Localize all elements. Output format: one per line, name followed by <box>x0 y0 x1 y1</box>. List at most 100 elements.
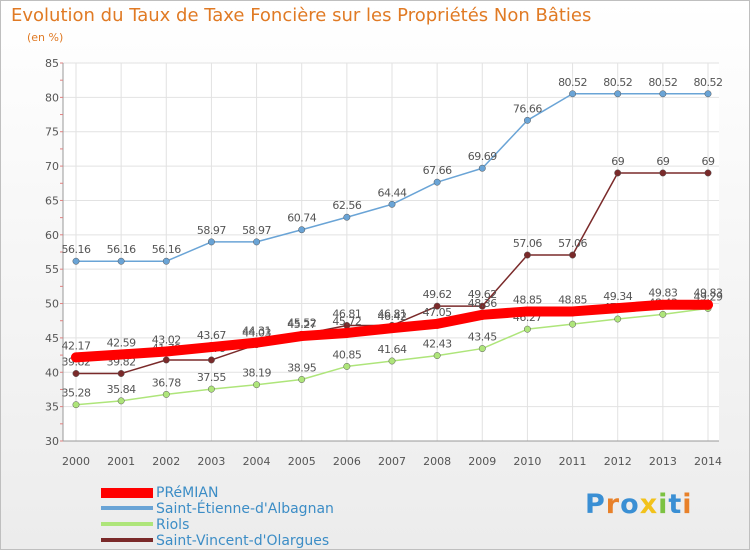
data-point-pr-mian <box>522 306 533 317</box>
data-point-saint-tienne-d-albagnan <box>478 164 486 172</box>
logo-letter: P <box>585 489 606 520</box>
data-point-pr-mian <box>657 299 668 310</box>
chart-title: Evolution du Taux de Taxe Foncière sur l… <box>11 5 592 26</box>
legend-swatch <box>101 522 153 526</box>
data-label-saint-vincent-d-olargues: 49.62 <box>468 288 497 301</box>
x-tick-label: 2014 <box>694 455 722 468</box>
logo-letter: i <box>658 489 669 520</box>
data-point-saint-vincent-d-olargues <box>72 370 80 377</box>
x-tick-label: 2000 <box>62 455 90 468</box>
data-label-saint-tienne-d-albagnan: 62.56 <box>332 199 361 212</box>
y-tick-label: 55 <box>45 263 59 276</box>
legend-swatch <box>101 538 153 542</box>
legend-label: PRéMIAN <box>156 485 219 501</box>
data-label-riols: 38.19 <box>242 367 271 380</box>
data-point-saint-tienne-d-albagnan <box>72 257 80 265</box>
data-point-pr-mian <box>432 318 443 329</box>
data-point-saint-tienne-d-albagnan <box>388 200 396 208</box>
x-tick-label: 2009 <box>468 455 496 468</box>
data-point-saint-tienne-d-albagnan <box>659 90 667 98</box>
data-label-saint-vincent-d-olargues: 69 <box>702 155 715 168</box>
data-label-saint-vincent-d-olargues: 46.81 <box>332 307 361 320</box>
data-label-riols: 35.28 <box>62 387 91 400</box>
data-label-saint-vincent-d-olargues: 57.06 <box>513 237 542 250</box>
data-point-pr-mian <box>161 346 172 357</box>
data-label-saint-tienne-d-albagnan: 56.16 <box>107 243 136 256</box>
y-tick-label: 50 <box>45 298 59 311</box>
data-point-saint-tienne-d-albagnan <box>523 116 531 124</box>
data-point-riols <box>433 352 441 360</box>
data-point-riols <box>207 385 215 393</box>
data-point-pr-mian <box>251 337 262 348</box>
data-label-saint-tienne-d-albagnan: 69.69 <box>468 150 497 163</box>
logo-letter: r <box>605 489 621 520</box>
data-point-riols <box>614 315 622 323</box>
data-label-riols: 43.45 <box>468 331 497 344</box>
y-tick-label: 35 <box>45 401 59 414</box>
data-point-saint-vincent-d-olargues <box>704 169 712 177</box>
data-point-saint-vincent-d-olargues <box>207 356 215 364</box>
y-tick-label: 60 <box>45 229 59 242</box>
x-tick-label: 2011 <box>559 455 587 468</box>
data-label-saint-tienne-d-albagnan: 64.44 <box>378 186 407 199</box>
data-point-riols <box>253 381 261 389</box>
data-point-riols <box>343 362 351 370</box>
logo-letter: i <box>682 489 693 520</box>
data-point-saint-vincent-d-olargues <box>659 169 667 177</box>
data-label-saint-tienne-d-albagnan: 80.52 <box>558 76 587 89</box>
data-point-saint-tienne-d-albagnan <box>569 90 577 98</box>
logo-letter: o <box>620 489 640 520</box>
data-point-saint-tienne-d-albagnan <box>298 226 306 234</box>
y-tick-label: 45 <box>45 332 59 345</box>
data-label-saint-tienne-d-albagnan: 80.52 <box>648 76 677 89</box>
legend-swatch <box>101 488 153 498</box>
data-point-saint-vincent-d-olargues <box>569 251 577 259</box>
data-label-pr-mian: 43.67 <box>197 329 226 342</box>
logo-letter: x <box>639 489 659 520</box>
data-label-riols: 35.84 <box>107 383 136 396</box>
data-label-saint-tienne-d-albagnan: 80.52 <box>603 76 632 89</box>
logo-letter: t <box>668 489 683 520</box>
data-label-riols: 38.95 <box>287 361 316 374</box>
data-point-riols <box>523 325 531 333</box>
x-tick-label: 2004 <box>243 455 271 468</box>
data-label-pr-mian: 45.27 <box>287 318 316 331</box>
data-label-pr-mian: 48.85 <box>558 293 587 306</box>
legend-item: Riols <box>101 517 401 533</box>
y-tick-label: 30 <box>45 435 59 448</box>
data-point-riols <box>478 345 486 353</box>
data-label-pr-mian: 45.72 <box>332 315 361 328</box>
x-tick-label: 2013 <box>649 455 677 468</box>
data-label-pr-mian: 48.36 <box>468 297 497 310</box>
data-point-saint-tienne-d-albagnan <box>117 257 125 265</box>
data-point-pr-mian <box>341 327 352 338</box>
data-point-saint-vincent-d-olargues <box>433 302 441 310</box>
data-label-saint-tienne-d-albagnan: 58.97 <box>242 224 271 237</box>
data-label-pr-mian: 46.42 <box>378 310 407 323</box>
data-point-saint-tienne-d-albagnan <box>704 90 712 98</box>
data-label-pr-mian: 43.02 <box>152 334 181 347</box>
y-tick-label: 70 <box>45 160 59 173</box>
data-label-pr-mian: 48.85 <box>513 293 542 306</box>
data-label-saint-tienne-d-albagnan: 60.74 <box>287 212 316 225</box>
y-tick-label: 75 <box>45 126 59 139</box>
x-tick-label: 2001 <box>107 455 135 468</box>
data-point-riols <box>659 310 667 318</box>
data-point-pr-mian <box>703 299 713 310</box>
data-label-pr-mian: 42.59 <box>107 336 136 349</box>
x-tick-label: 2002 <box>152 455 180 468</box>
data-point-pr-mian <box>71 352 81 363</box>
y-tick-label: 85 <box>45 57 59 70</box>
proxiti-logo: Proxiti <box>585 489 693 520</box>
x-tick-label: 2008 <box>423 455 451 468</box>
x-tick-label: 2006 <box>333 455 361 468</box>
chart-unit-label: (en %) <box>27 31 64 44</box>
legend-label: Saint-Étienne-d'Albagnan <box>156 501 334 517</box>
data-point-saint-tienne-d-albagnan <box>614 90 622 98</box>
x-tick-label: 2003 <box>197 455 225 468</box>
data-point-saint-vincent-d-olargues <box>162 356 170 364</box>
data-point-riols <box>162 390 170 398</box>
data-label-pr-mian: 49.83 <box>694 287 723 300</box>
data-point-riols <box>569 320 577 328</box>
